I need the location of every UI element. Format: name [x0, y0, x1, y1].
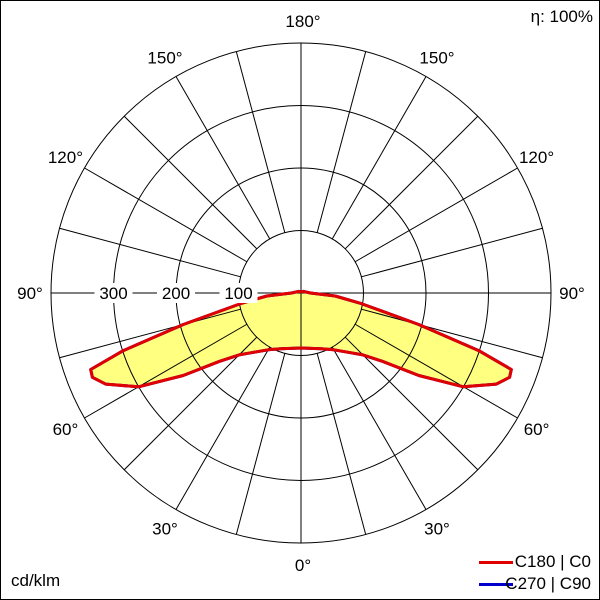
angle-label-background: [552, 283, 592, 303]
legend-item: C270 | C90: [433, 573, 593, 593]
radial-gridline: [123, 115, 258, 250]
tick-label-background: [157, 283, 195, 303]
radial-gridline: [331, 76, 427, 240]
radial-gridline: [175, 76, 271, 240]
radial-tick-label: 200: [162, 284, 190, 303]
angle-label: 60°: [53, 420, 79, 439]
radial-gridline: [175, 346, 271, 510]
radial-gridline: [354, 167, 518, 263]
angle-label-background: [10, 283, 50, 303]
radial-gridline: [235, 51, 286, 233]
legend-label: C180 | C0: [514, 552, 591, 571]
legend-label: C270 | C90: [505, 574, 591, 593]
legend-swatch-blue: [479, 583, 513, 586]
angle-label: 150°: [419, 48, 454, 67]
radial-gridline: [84, 167, 248, 263]
radial-gridline: [344, 336, 479, 471]
angle-label: 90°: [17, 284, 43, 303]
radial-gridline: [123, 336, 258, 471]
efficiency-label: η: 100%: [530, 7, 593, 26]
radial-gridline: [361, 227, 543, 278]
radial-gridline: [316, 51, 367, 233]
radial-gridline: [361, 308, 543, 359]
angle-label: 0°: [295, 556, 311, 575]
legend-item: C180 | C0: [433, 551, 593, 571]
tick-label-background: [219, 283, 258, 303]
angle-label: 30°: [152, 520, 178, 539]
radial-tick-label: 100: [224, 284, 252, 303]
radial-gridline: [59, 308, 241, 359]
radial-gridline: [316, 353, 367, 535]
legend-swatch-red: [479, 561, 513, 564]
angle-label: 120°: [48, 148, 83, 167]
angle-label: 60°: [524, 420, 550, 439]
angle-label: 90°: [559, 284, 585, 303]
angle-label: 180°: [285, 12, 320, 31]
radial-gridline: [235, 353, 286, 535]
tick-label-background: [94, 283, 133, 303]
radial-tick-label: 300: [99, 284, 127, 303]
intensity-curve: [89, 289, 513, 389]
radial-gridline: [84, 323, 248, 419]
radial-gridline: [59, 227, 241, 278]
angle-label: 30°: [424, 520, 450, 539]
radial-gridline: [354, 323, 518, 419]
radial-gridline: [344, 115, 479, 250]
radial-gridline: [331, 346, 427, 510]
angle-label: 150°: [147, 48, 182, 67]
angle-label: 120°: [519, 148, 554, 167]
unit-label: cd/klm: [11, 571, 61, 590]
legend: C180 | C0 C270 | C90: [433, 551, 593, 595]
